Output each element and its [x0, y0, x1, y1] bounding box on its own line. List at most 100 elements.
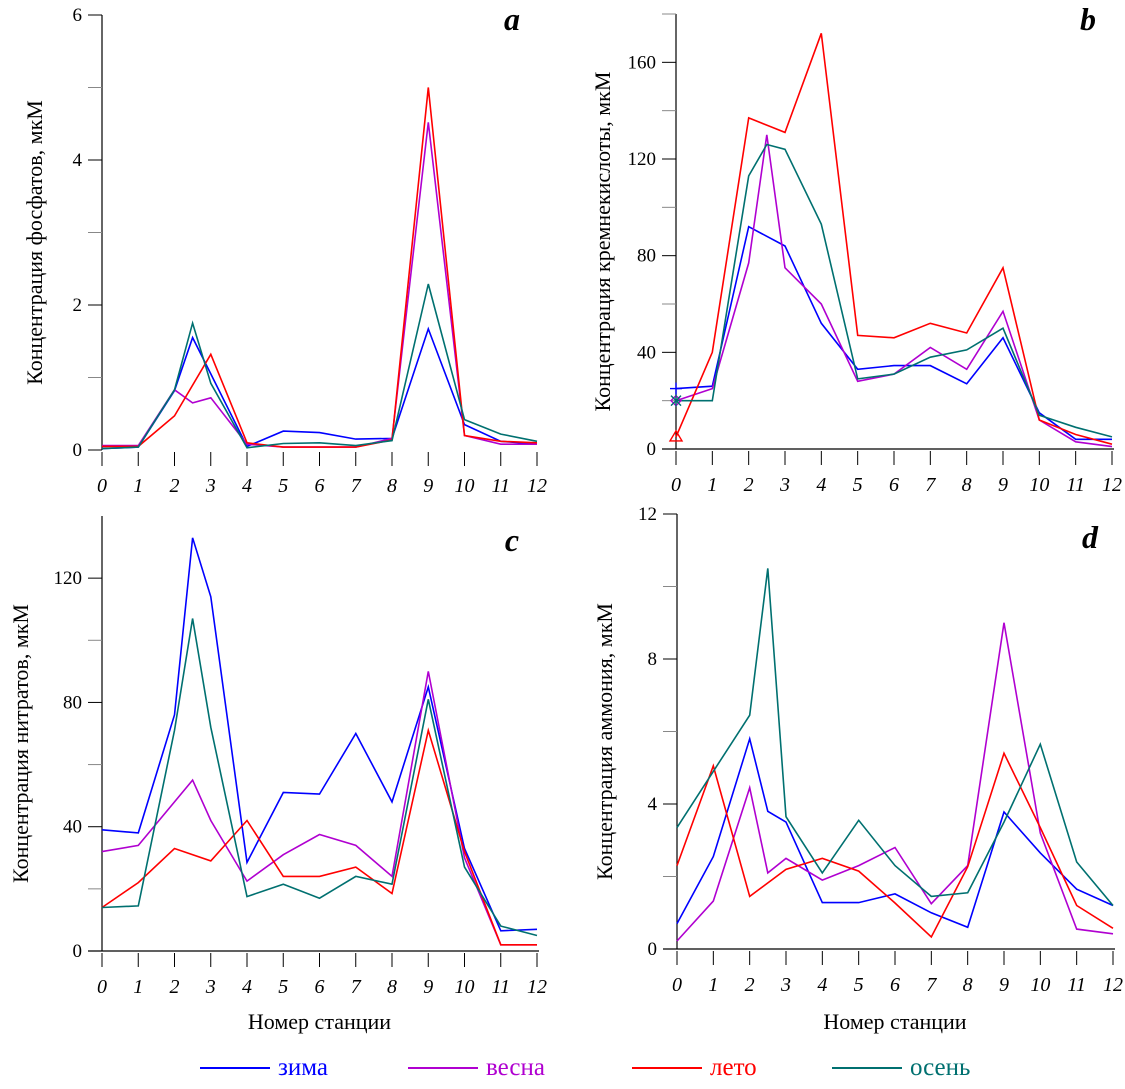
legend-label-summer: лето: [710, 1054, 757, 1081]
panel-letter: b: [1080, 1, 1096, 37]
y-tick-label: 80: [63, 692, 82, 713]
x-tick-label: 9: [423, 976, 433, 998]
series-line-spring: [675, 134, 1113, 448]
legend-item-summer: лето: [632, 1050, 757, 1086]
panel-letter: d: [1082, 519, 1099, 555]
x-tick-label: 9: [999, 974, 1009, 996]
legend-swatch-summer: [632, 1067, 702, 1069]
x-tick-label: 10: [455, 475, 475, 497]
y-axis-label: Концентрация кремнекислоты, мкМ: [590, 72, 615, 412]
legend-swatch-autumn: [832, 1067, 902, 1069]
y-tick-label: 4: [73, 150, 83, 171]
marker-autumn: [670, 394, 682, 407]
x-tick-label: 2: [170, 976, 180, 998]
series-line-summer: [675, 33, 1113, 445]
x-tick-label: 3: [779, 474, 790, 496]
y-axis-label: Концентрация фосфатов, мкМ: [22, 100, 47, 385]
y-tick-label: 12: [638, 504, 657, 525]
legend-label-winter: зима: [278, 1054, 328, 1081]
x-tick-label: 7: [351, 475, 362, 497]
legend-item-winter: зима: [200, 1050, 328, 1086]
legend-item-autumn: осень: [832, 1050, 970, 1086]
x-tick-label: 3: [780, 974, 791, 996]
x-tick-label: 4: [817, 974, 827, 996]
x-tick-label: 5: [278, 976, 288, 998]
y-tick-label: 0: [73, 440, 83, 461]
x-tick-label: 2: [744, 474, 754, 496]
legend-swatch-spring: [408, 1067, 478, 1069]
y-tick-label: 4: [648, 794, 658, 815]
series-line-winter: [101, 537, 538, 932]
y-axis-label: Концентрация аммония, мкМ: [592, 603, 617, 880]
x-tick-label: 11: [1067, 974, 1086, 996]
x-axis-label: Номер станции: [823, 1009, 966, 1034]
x-tick-label: 1: [708, 974, 718, 996]
x-tick-label: 7: [925, 474, 936, 496]
x-tick-label: 1: [133, 976, 143, 998]
series-line-autumn: [101, 618, 538, 937]
x-tick-label: 12: [527, 976, 547, 998]
marker-summer: [668, 429, 684, 442]
x-tick-label: 4: [816, 474, 826, 496]
series-line-summer: [676, 751, 1114, 939]
series-line-autumn: [676, 143, 1113, 438]
y-tick-label: 0: [648, 939, 658, 960]
x-tick-label: 5: [278, 475, 288, 497]
y-tick-label: 6: [73, 5, 83, 26]
legend-label-autumn: осень: [910, 1054, 971, 1081]
x-tick-label: 1: [133, 475, 143, 497]
y-tick-label: 120: [54, 568, 83, 589]
x-tick-label: 12: [527, 475, 547, 497]
marker-winter: [670, 382, 682, 395]
x-tick-label: 8: [962, 474, 972, 496]
series-line-autumn: [676, 568, 1114, 907]
x-tick-label: 10: [1029, 474, 1049, 496]
y-tick-label: 80: [637, 246, 656, 267]
series-line-spring: [102, 122, 537, 448]
x-tick-label: 7: [351, 976, 362, 998]
x-tick-label: 12: [1102, 474, 1122, 496]
x-tick-label: 11: [491, 976, 510, 998]
series-line-winter: [101, 326, 538, 450]
x-tick-label: 6: [315, 475, 325, 497]
x-tick-label: 7: [926, 974, 937, 996]
series-line-spring: [101, 671, 537, 946]
y-tick-label: 40: [63, 817, 82, 838]
y-tick-label: 120: [628, 149, 657, 170]
series-line-winter: [675, 225, 1112, 441]
x-tick-label: 8: [963, 974, 973, 996]
legend-swatch-winter: [200, 1067, 270, 1069]
x-tick-label: 10: [455, 976, 475, 998]
x-tick-label: 6: [890, 974, 900, 996]
x-tick-label: 2: [745, 974, 755, 996]
x-tick-label: 5: [854, 974, 864, 996]
panel-letter: a: [504, 1, 520, 37]
x-tick-label: 6: [315, 976, 325, 998]
x-tick-label: 0: [97, 976, 107, 998]
y-tick-label: 160: [628, 52, 657, 73]
y-tick-label: 0: [73, 941, 83, 962]
x-tick-label: 11: [491, 475, 510, 497]
x-tick-label: 0: [97, 475, 107, 497]
y-tick-label: 2: [73, 295, 83, 316]
series-line-summer: [102, 87, 538, 448]
series-line-spring: [676, 622, 1114, 942]
x-tick-label: 8: [387, 976, 397, 998]
x-tick-label: 4: [242, 475, 252, 497]
x-tick-label: 1: [707, 474, 717, 496]
x-tick-label: 12: [1103, 974, 1123, 996]
series-line-autumn: [101, 283, 538, 450]
x-tick-label: 3: [205, 475, 216, 497]
x-tick-label: 9: [998, 474, 1008, 496]
x-tick-label: 6: [889, 474, 899, 496]
legend: зима весна лето осень: [0, 1050, 1125, 1086]
x-tick-label: 5: [853, 474, 863, 496]
x-tick-label: 9: [423, 475, 433, 497]
x-tick-label: 4: [242, 976, 252, 998]
legend-label-spring: весна: [486, 1054, 545, 1081]
series-line-winter: [676, 735, 1114, 929]
